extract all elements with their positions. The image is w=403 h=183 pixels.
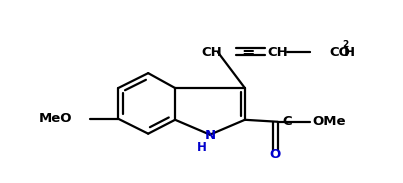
- Text: —: —: [297, 46, 310, 59]
- Text: CO: CO: [330, 46, 351, 59]
- Text: 2: 2: [343, 40, 349, 49]
- Text: H: H: [343, 46, 355, 59]
- Text: CH: CH: [202, 46, 222, 59]
- Text: N: N: [204, 129, 216, 142]
- Text: MeO: MeO: [39, 112, 73, 125]
- Text: CH: CH: [267, 46, 288, 59]
- Text: OMe: OMe: [313, 115, 346, 128]
- Text: H: H: [197, 141, 207, 154]
- Text: O: O: [269, 148, 280, 161]
- Text: =: =: [241, 45, 255, 60]
- Text: C: C: [283, 115, 292, 128]
